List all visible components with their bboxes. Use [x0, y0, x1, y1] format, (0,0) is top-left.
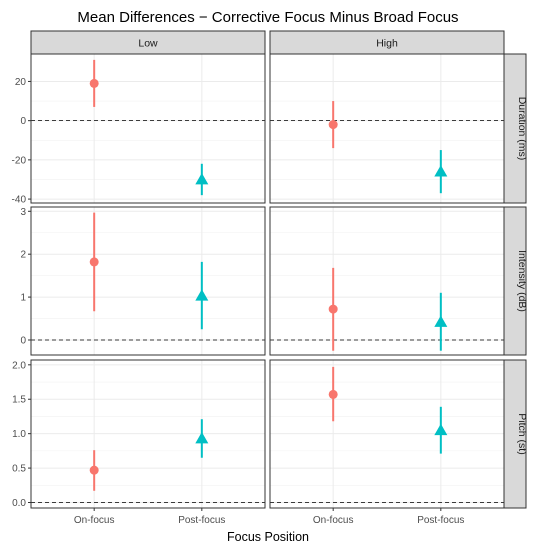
y-tick-label: 1 — [20, 293, 26, 304]
point-marker-post-focus — [434, 165, 448, 177]
facet-strip-row-label: Intensity (dB) — [516, 250, 528, 312]
y-tick-label: 0 — [20, 116, 26, 127]
panel-duration-high — [269, 53, 505, 204]
point-marker-on-focus — [328, 389, 338, 399]
y-tick-label: -40 — [12, 195, 27, 206]
point-marker-on-focus — [89, 465, 99, 475]
y-tick-label: 3 — [20, 207, 26, 218]
y-tick-label: 2 — [20, 250, 26, 261]
point-marker-post-focus — [195, 289, 209, 301]
y-tick-label: 1.5 — [12, 395, 26, 406]
panel-intensity-low — [30, 206, 266, 356]
panel-border — [30, 206, 266, 356]
point-marker-on-focus — [328, 304, 338, 314]
x-tick-label: On-focus — [313, 515, 354, 526]
point-marker-post-focus — [195, 431, 209, 444]
point-marker-post-focus — [434, 423, 448, 436]
point-marker-post-focus — [195, 172, 209, 185]
point-marker-on-focus — [89, 78, 99, 88]
point-marker-post-focus — [434, 315, 448, 327]
panel-border — [30, 53, 266, 204]
x-tick-label: Post-focus — [178, 515, 225, 526]
chart-title: Mean Differences − Corrective Focus Minu… — [77, 9, 458, 26]
y-tick-label: 0.0 — [12, 498, 26, 509]
x-axis-title: Focus Position — [227, 530, 309, 544]
y-tick-label: 20 — [15, 77, 27, 88]
panel-border — [30, 359, 266, 509]
point-marker-on-focus — [89, 257, 99, 267]
panel-pitch-high — [269, 359, 505, 509]
panel-border — [269, 53, 505, 204]
panel-background — [270, 54, 504, 203]
y-tick-label: 2.0 — [12, 360, 26, 371]
panel-border — [269, 206, 505, 356]
y-tick-label: 0.5 — [12, 464, 26, 475]
panel-border — [269, 359, 505, 509]
panel-background — [31, 54, 265, 203]
x-tick-label: Post-focus — [417, 515, 464, 526]
panel-duration-low — [30, 53, 266, 204]
panel-background — [31, 207, 265, 355]
panel-background — [270, 207, 504, 355]
y-tick-label: -20 — [12, 155, 27, 166]
facet-strip-row-label: Duration (ms) — [516, 97, 528, 161]
panel-intensity-high — [269, 206, 505, 356]
y-tick-label: 0 — [20, 335, 26, 346]
y-tick-label: 1.0 — [12, 429, 26, 440]
x-tick-label: On-focus — [74, 515, 115, 526]
point-marker-on-focus — [328, 120, 338, 130]
facet-strip-label: Low — [138, 38, 158, 50]
facet-strip-row-label: Pitch (st) — [516, 413, 528, 454]
facet-strip-label: High — [376, 38, 398, 50]
panel-pitch-low — [30, 359, 266, 509]
